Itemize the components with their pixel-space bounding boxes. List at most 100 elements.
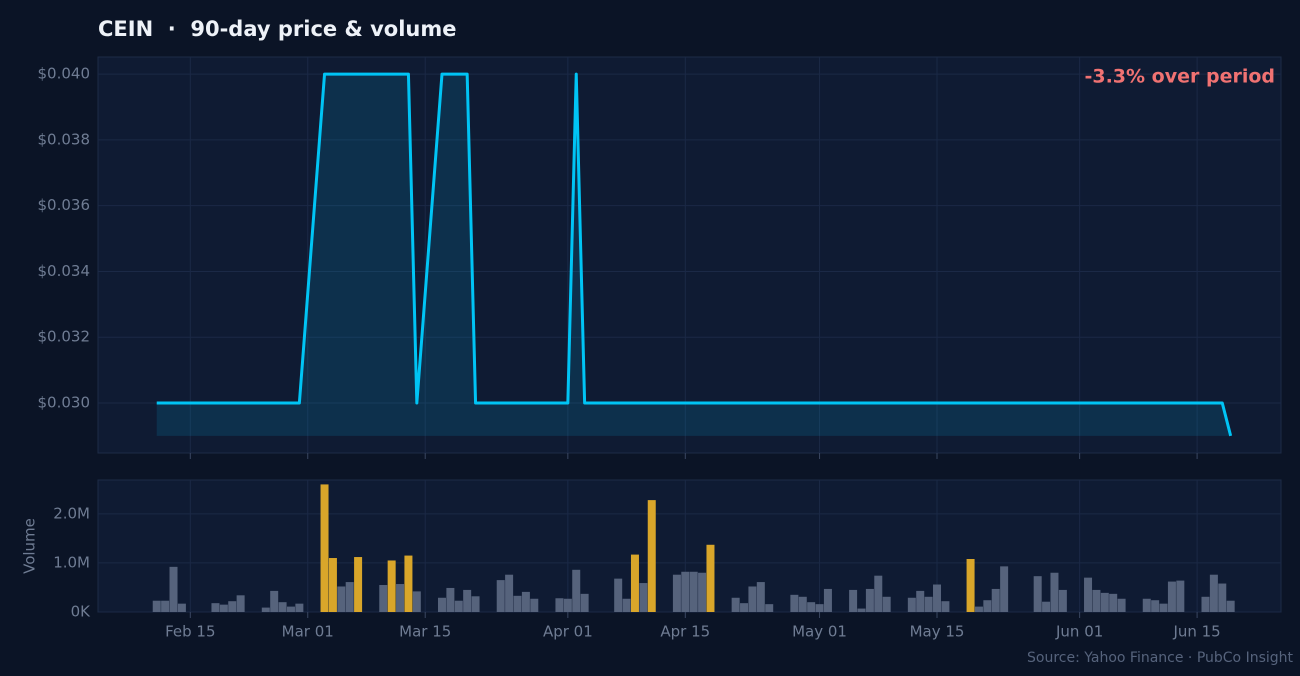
volume-bar — [790, 594, 799, 612]
volume-bar — [446, 587, 455, 612]
volume-bar — [907, 597, 916, 612]
volume-bar — [924, 596, 933, 612]
y-tick-label: $0.036 — [38, 196, 91, 214]
volume-bar — [169, 566, 178, 612]
volume-bar — [647, 500, 656, 612]
volume-bar — [161, 600, 170, 612]
volume-bar — [874, 575, 883, 612]
volume-bar — [865, 588, 874, 612]
volume-bar — [320, 484, 329, 612]
volume-bar — [580, 593, 589, 612]
y-tick-label: $0.034 — [38, 262, 91, 280]
x-tick-label: Mar 15 — [399, 623, 451, 641]
volume-bar — [933, 584, 942, 612]
volume-bar — [337, 586, 346, 612]
volume-bar — [471, 596, 480, 612]
volume-bar — [882, 596, 891, 612]
volume-bar — [1167, 581, 1176, 612]
volume-bar — [177, 603, 186, 612]
volume-bar — [437, 597, 446, 612]
volume-bar — [1100, 592, 1109, 612]
volume-bar — [278, 602, 287, 612]
volume-bar — [387, 560, 396, 612]
volume-bar — [689, 571, 698, 612]
volume-bar — [1142, 598, 1151, 612]
x-tick-label: Mar 01 — [282, 623, 334, 641]
volume-bar — [286, 606, 295, 612]
x-tick-label: Jun 15 — [1172, 623, 1220, 641]
x-tick-label: Apr 01 — [543, 623, 593, 641]
volume-bar — [1209, 574, 1218, 612]
price-area — [156, 74, 1231, 436]
x-tick-label: Apr 15 — [660, 623, 710, 641]
volume-bar — [219, 604, 228, 612]
volume-bar — [740, 603, 749, 612]
volume-bar — [639, 583, 648, 612]
volume-bar — [941, 601, 950, 612]
volume-bar — [505, 574, 514, 612]
volume-bar — [622, 598, 631, 612]
volume-bar — [211, 603, 220, 612]
volume-bar — [1050, 572, 1059, 612]
volume-bar — [823, 588, 832, 612]
y-tick-label: $0.030 — [38, 394, 91, 412]
volume-bar — [404, 555, 413, 612]
volume-bar — [328, 558, 337, 612]
x-tick-label: Feb 15 — [165, 623, 215, 641]
volume-bar — [563, 598, 572, 612]
volume-bar — [849, 589, 858, 612]
y-tick-label: 1.0M — [53, 553, 90, 571]
chart-title: CEIN · 90-day price & volume — [98, 17, 456, 41]
volume-bar — [614, 578, 623, 612]
mark-layer — [152, 72, 1235, 612]
volume-bar — [765, 604, 774, 612]
price-panel — [97, 56, 1282, 454]
volume-bar — [1058, 589, 1067, 612]
y-tick-label: $0.038 — [38, 130, 91, 148]
volume-bar — [396, 584, 405, 612]
volume-bar — [672, 574, 681, 612]
volume-bar — [857, 608, 866, 612]
volume-bar — [295, 603, 304, 612]
volume-bar — [815, 604, 824, 612]
volume-bar — [555, 598, 564, 612]
volume-bar — [1151, 600, 1160, 612]
source: Source: Yahoo Finance · PubCo Insight — [1027, 650, 1294, 666]
volume-bar — [412, 591, 421, 612]
volume-bar — [916, 590, 925, 612]
price-line — [156, 72, 1233, 437]
annotation: -3.3% over period — [1084, 66, 1275, 88]
volume-bar — [1033, 576, 1042, 612]
volume-bar — [354, 557, 363, 612]
x-tick-label: May 01 — [792, 623, 847, 641]
volume-bar — [748, 586, 757, 612]
volume-bar — [974, 606, 983, 612]
volume-bar — [513, 595, 522, 612]
volume-bar — [1218, 583, 1227, 612]
y-tick-label: $0.040 — [38, 65, 91, 83]
volume-bar — [731, 597, 740, 612]
volume-bar — [983, 600, 992, 612]
y-tick-label: 2.0M — [53, 504, 90, 522]
volume-bar — [236, 595, 245, 612]
volume-bar — [1000, 566, 1009, 612]
volume-bar — [454, 600, 463, 612]
y-tick-label: 0K — [71, 603, 92, 621]
volume-panel — [97, 479, 1282, 613]
volume-bar — [1226, 600, 1235, 612]
volume-bar — [572, 569, 581, 612]
volume-bar — [798, 596, 807, 612]
volume-bar — [521, 591, 530, 612]
volume-bar — [1092, 589, 1101, 612]
volume-bar — [698, 572, 707, 612]
x-tick-label: Jun 01 — [1055, 623, 1103, 641]
grid-layer — [98, 57, 1281, 613]
volume-bar — [345, 582, 354, 612]
volume-bar — [706, 544, 715, 612]
volume-bar — [1042, 601, 1051, 612]
x-tick-label: May 15 — [910, 623, 965, 641]
volume-bar — [1176, 580, 1185, 612]
volume-bar — [991, 588, 1000, 612]
volume-bar — [1201, 596, 1210, 612]
